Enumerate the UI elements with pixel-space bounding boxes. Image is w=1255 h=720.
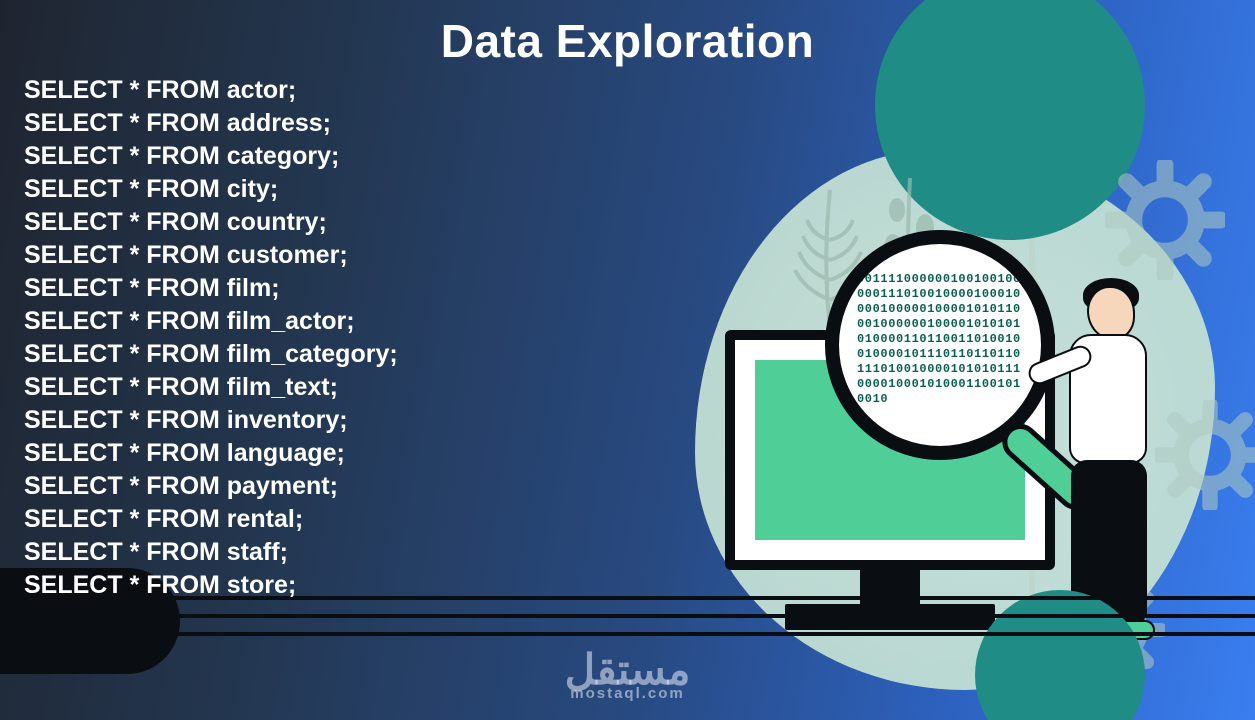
sql-query-line: SELECT * FROM film_text; [24,371,398,404]
sql-query-line: SELECT * FROM staff; [24,536,398,569]
sql-query-line: SELECT * FROM film_category; [24,338,398,371]
sql-query-line: SELECT * FROM address; [24,107,398,140]
stripes [0,596,1255,650]
watermark-latin: mostaql.com [565,685,691,702]
sql-query-line: SELECT * FROM inventory; [24,404,398,437]
sql-query-line: SELECT * FROM film; [24,272,398,305]
sql-query-line: SELECT * FROM film_actor; [24,305,398,338]
binary-text: 0011110000001001001000001110100100001000… [857,272,1023,407]
sql-query-line: SELECT * FROM actor; [24,74,398,107]
sql-query-line: SELECT * FROM rental; [24,503,398,536]
person-illustration [1035,278,1185,638]
sql-query-line: SELECT * FROM payment; [24,470,398,503]
sql-query-line: SELECT * FROM language; [24,437,398,470]
sql-query-line: SELECT * FROM country; [24,206,398,239]
gear-icon [1105,160,1225,280]
page-title: Data Exploration [441,14,815,68]
sql-query-line: SELECT * FROM customer; [24,239,398,272]
sql-query-list: SELECT * FROM actor;SELECT * FROM addres… [24,74,398,602]
slide: 0011110000001001001000001110100100001000… [0,0,1255,720]
sql-query-line: SELECT * FROM category; [24,140,398,173]
sql-query-line: SELECT * FROM city; [24,173,398,206]
watermark-arabic: مستقل [565,651,691,689]
person-head [1087,286,1135,340]
watermark: مستقل mostaql.com [565,651,691,702]
sql-query-line: SELECT * FROM store; [24,569,398,602]
